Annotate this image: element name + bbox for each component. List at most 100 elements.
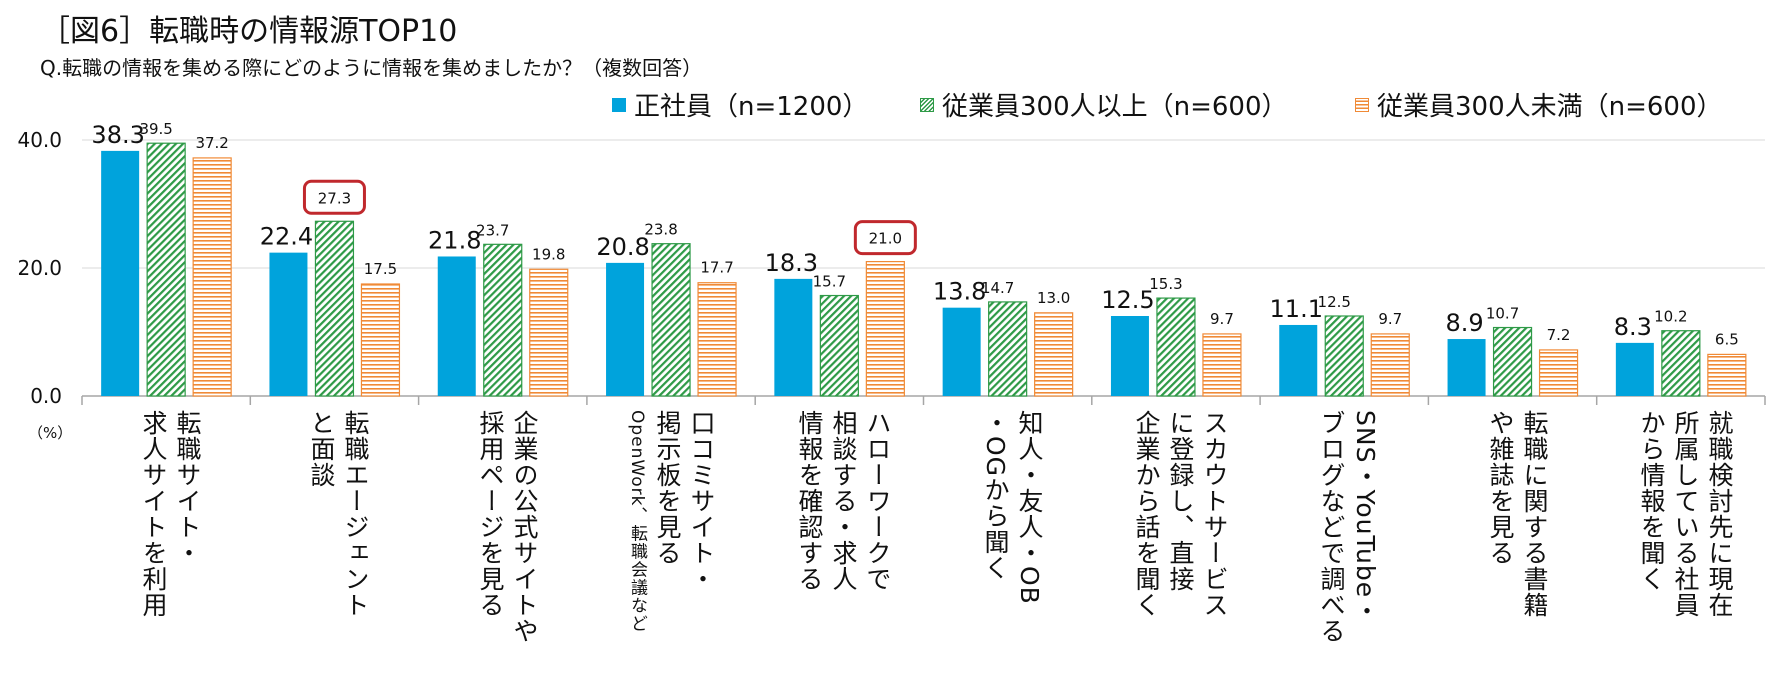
x-category-label-line: と面談 xyxy=(307,410,336,488)
y-tick-label: 20.0 xyxy=(17,256,62,280)
x-category-label: スカウトサービス に登録し、直接 企業から話を聞く xyxy=(1131,410,1229,618)
x-category-label-line: OpenWork、転職会議など xyxy=(627,410,647,633)
survey-question: Q.転職の情報を集める際にどのように情報を集めましたか？（複数回答） xyxy=(40,56,703,80)
x-category-label-line: 求人サイトを利用 xyxy=(139,410,168,618)
bar-small-company xyxy=(1538,349,1579,397)
bar-large-company xyxy=(651,243,691,397)
bar-small-company xyxy=(865,261,905,397)
data-label: 20.8 xyxy=(596,233,649,261)
data-label: 37.2 xyxy=(195,134,228,152)
data-label: 14.7 xyxy=(981,279,1014,297)
bar-regular xyxy=(1110,316,1149,396)
bar-small-company xyxy=(1202,333,1242,397)
bar-regular xyxy=(269,252,308,396)
chart-title: ［図6］転職時の情報源TOP10 xyxy=(40,14,458,49)
x-category-label-line: 知人・友人・OB xyxy=(1015,410,1044,605)
legend-swatch-regular xyxy=(612,97,626,112)
y-tick-label: 0.0 xyxy=(30,384,62,408)
data-label: 11.1 xyxy=(1270,295,1323,323)
data-label: 27.3 xyxy=(318,189,351,207)
bar-large-company xyxy=(819,294,859,397)
x-category-label: 企業の公式サイトや 採用ページを見る xyxy=(475,410,539,644)
bar-small-company xyxy=(360,283,401,397)
data-label: 9.7 xyxy=(1210,310,1234,328)
x-category-label-line: 相談する・求人 xyxy=(829,410,858,592)
data-label: 39.5 xyxy=(139,120,172,138)
data-label: 10.7 xyxy=(1486,305,1519,323)
data-label: 38.3 xyxy=(91,121,144,149)
bar-regular xyxy=(1447,339,1486,396)
data-label: 12.5 xyxy=(1318,293,1351,311)
bar-regular xyxy=(606,262,645,396)
x-category-label-line: 転職に関する書籍 xyxy=(1520,410,1549,618)
x-category-label-line: ・OGから聞く xyxy=(981,410,1010,582)
x-category-label-line: 所属している社員 xyxy=(1671,410,1700,618)
data-label: 12.5 xyxy=(1101,286,1154,314)
x-category-label-line: 転職サイト・ xyxy=(173,410,202,566)
x-category-label: ハローワークで 相談する・求人 情報を確認する xyxy=(794,410,892,592)
x-category-label-line: 企業から話を聞く xyxy=(1132,410,1161,618)
x-category-label: 転職に関する書籍 や雑誌を見る xyxy=(1485,410,1549,618)
bar-large-company xyxy=(314,220,355,397)
data-label: 21.0 xyxy=(869,230,902,248)
data-label: 21.8 xyxy=(428,226,481,254)
bar-large-company xyxy=(1492,326,1533,397)
bar-small-company xyxy=(1370,333,1410,397)
bar-regular xyxy=(942,307,981,396)
bar-small-company xyxy=(1034,312,1074,397)
data-label: 23.8 xyxy=(644,221,677,239)
bar-small-company xyxy=(529,268,569,397)
data-label: 10.2 xyxy=(1654,308,1687,326)
data-label: 7.2 xyxy=(1547,326,1571,344)
data-label: 9.7 xyxy=(1378,310,1402,328)
data-label: 18.3 xyxy=(765,249,818,277)
x-category-label: SNS・YouTube・ ブログなどで調べる xyxy=(1316,410,1380,644)
legend-item-large: 従業員300人以上（n=600） xyxy=(920,86,1288,123)
legend-swatch-small xyxy=(1355,97,1369,112)
bar-large-company xyxy=(483,243,523,397)
x-category-label-line: ハローワークで xyxy=(863,410,892,592)
bar-regular xyxy=(101,150,140,396)
data-label: 15.3 xyxy=(1149,275,1182,293)
data-label: 17.7 xyxy=(700,259,733,277)
data-label: 8.3 xyxy=(1614,313,1652,341)
x-category-label-line: SNS・YouTube・ xyxy=(1351,410,1380,625)
x-category-label: 転職エージェント と面談 xyxy=(306,410,370,618)
legend-label-large: 従業員300人以上（n=600） xyxy=(942,92,1288,122)
bar-small-company xyxy=(192,157,232,397)
bar-regular xyxy=(437,256,476,396)
y-tick-label: 40.0 xyxy=(17,128,62,152)
x-category-label-line: から情報を聞く xyxy=(1637,410,1666,592)
x-category-label-line: 口コミサイト・ xyxy=(687,410,716,592)
bar-large-company xyxy=(1661,330,1701,397)
x-category-label-line: 採用ページを見る xyxy=(476,410,505,618)
x-category-label-line: 転職エージェント xyxy=(341,410,370,618)
x-category-label: 就職検討先に現在 所属している社員 から情報を聞く xyxy=(1636,410,1734,618)
x-category-label-line: や雑誌を見る xyxy=(1486,410,1515,566)
data-label: 13.8 xyxy=(933,278,986,306)
legend-item-small: 従業員300人未満（n=600） xyxy=(1355,86,1723,123)
x-category-label-line: ブログなどで調べる xyxy=(1317,410,1346,644)
y-axis-unit: （%） xyxy=(28,424,73,442)
legend-item-regular: 正社員（n=1200） xyxy=(612,86,868,123)
x-category-label: 口コミサイト・ 掲示板を見る OpenWork、転職会議など xyxy=(626,410,716,632)
x-category-label: 知人・友人・OB ・OGから聞く xyxy=(980,410,1044,605)
bar-small-company xyxy=(697,282,737,397)
data-label: 8.9 xyxy=(1445,309,1483,337)
data-label: 23.7 xyxy=(476,221,509,239)
bar-regular xyxy=(1279,324,1318,396)
bar-large-company xyxy=(146,142,186,397)
bar-large-company xyxy=(1324,315,1364,397)
bar-large-company xyxy=(988,301,1028,397)
legend-swatch-large xyxy=(920,97,934,112)
highlight-box xyxy=(853,220,917,256)
data-label: 13.0 xyxy=(1037,289,1070,307)
legend-label-regular: 正社員（n=1200） xyxy=(634,92,869,122)
data-label: 17.5 xyxy=(364,260,397,278)
x-category-label-line: 情報を確認する xyxy=(795,410,824,592)
x-category-label-line: スカウトサービス xyxy=(1200,410,1229,618)
x-category-label-line: 就職検討先に現在 xyxy=(1705,410,1734,618)
data-label: 22.4 xyxy=(260,223,313,251)
x-category-label-line: に登録し、直接 xyxy=(1166,410,1195,592)
